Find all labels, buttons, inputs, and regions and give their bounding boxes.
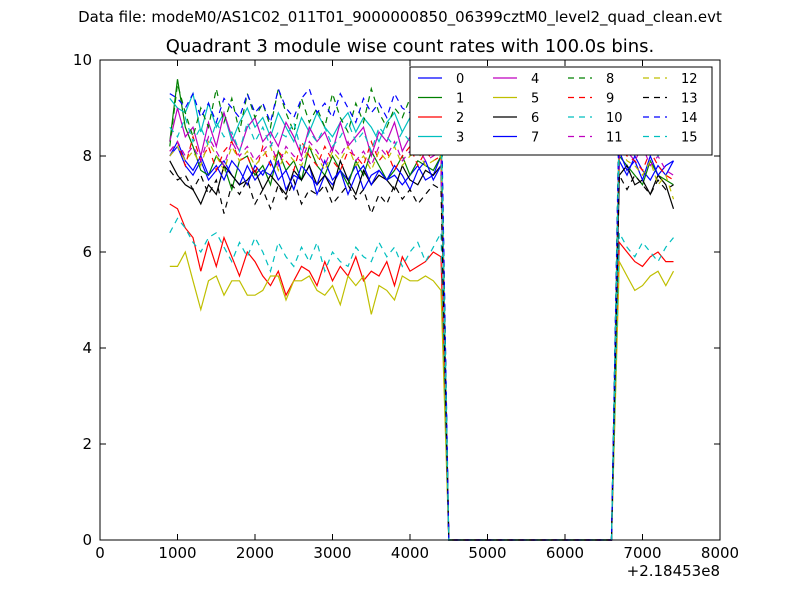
legend-label-2: 2 [456, 111, 464, 126]
legend-label-15: 15 [681, 131, 698, 146]
legend-label-5: 5 [531, 92, 539, 107]
legend-label-1: 1 [456, 92, 464, 107]
series-line-6 [169, 158, 675, 541]
series-line-12 [169, 140, 675, 541]
x-tick-label: 8000 [701, 544, 739, 562]
y-tick-label: 6 [82, 243, 92, 261]
legend-label-12: 12 [681, 72, 698, 87]
y-tick-label: 2 [82, 435, 92, 453]
x-tick-label: 5000 [468, 544, 506, 562]
figure-suptitle: Data file: modeM0/AS1C02_011T01_90000008… [78, 8, 722, 26]
x-offset-label: +2.18453e8 [627, 562, 720, 580]
legend-label-4: 4 [531, 72, 539, 87]
x-tick-label: 4000 [391, 544, 429, 562]
legend-label-11: 11 [606, 131, 623, 146]
series-line-0 [169, 145, 675, 541]
series-line-13 [169, 170, 674, 541]
legend-label-14: 14 [681, 111, 698, 126]
y-tick-label: 10 [73, 51, 92, 69]
series-line-3 [169, 91, 674, 541]
x-tick-label: 1000 [158, 544, 196, 562]
series-line-7 [169, 140, 674, 541]
legend-box [409, 66, 713, 156]
y-tick-label: 4 [82, 339, 92, 357]
legend-label-10: 10 [606, 111, 623, 126]
legend-label-3: 3 [456, 131, 464, 146]
series-line-11 [169, 135, 674, 541]
legend-label-7: 7 [531, 131, 539, 146]
chart-title: Quadrant 3 module wise count rates with … [165, 36, 655, 57]
series-line-14 [169, 79, 674, 541]
series-line-2 [169, 203, 674, 541]
x-tick-label: 6000 [546, 544, 584, 562]
series-line-9 [169, 134, 674, 541]
y-tick-label: 0 [82, 531, 92, 549]
legend-label-6: 6 [531, 111, 539, 126]
y-tick-label: 8 [82, 147, 92, 165]
x-tick-label: 7000 [623, 544, 661, 562]
legend-label-8: 8 [606, 72, 614, 87]
series-line-5 [169, 250, 675, 541]
x-tick-label: 3000 [313, 544, 351, 562]
x-tick-label: 0 [95, 544, 105, 562]
x-tick-label: 2000 [236, 544, 274, 562]
legend-label-13: 13 [681, 92, 698, 107]
legend-label-9: 9 [606, 92, 614, 107]
legend-label-0: 0 [456, 72, 464, 87]
series-line-10 [169, 217, 674, 541]
